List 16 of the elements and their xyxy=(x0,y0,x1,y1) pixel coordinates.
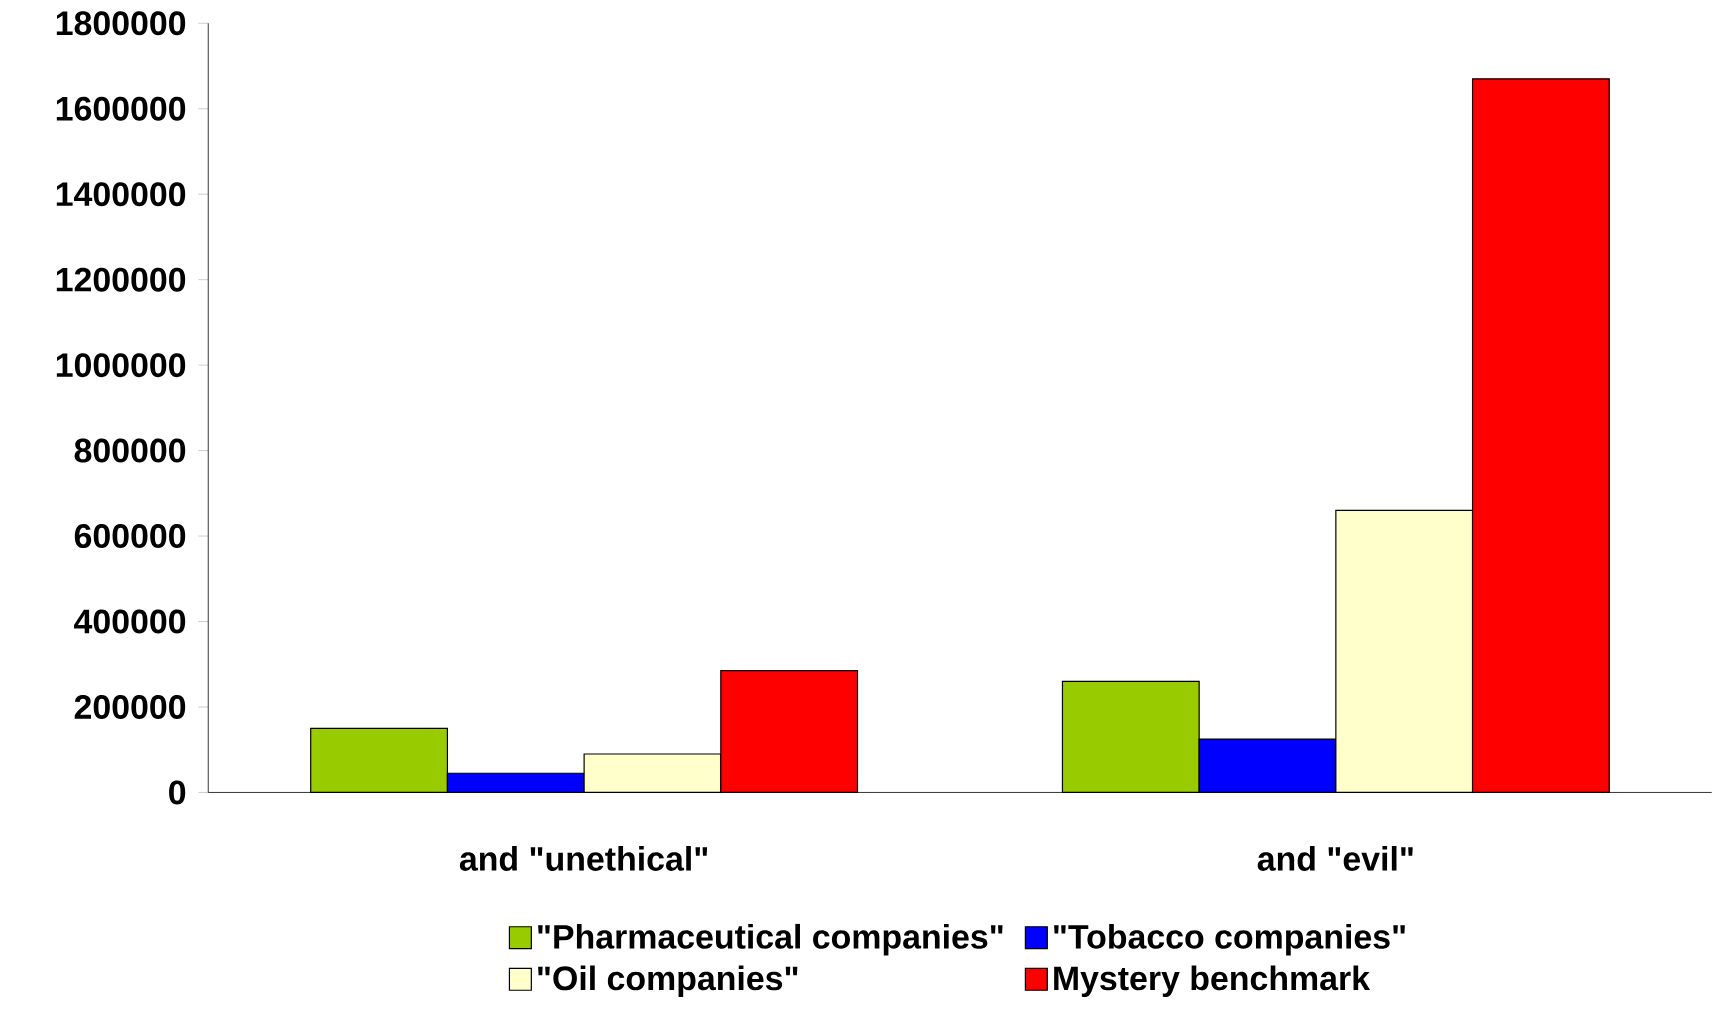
y-tick-label: 200000 xyxy=(74,695,186,720)
y-tick-label: 400000 xyxy=(74,609,186,634)
legend-label: Mystery benchmark xyxy=(1054,965,1371,998)
legend-label: "Oil companies" xyxy=(538,965,798,998)
y-tick-label: 800000 xyxy=(74,438,186,463)
y-tick-label: 1800000 xyxy=(56,11,186,36)
y-tick-label: 600000 xyxy=(74,524,186,549)
y-tick-label: 1400000 xyxy=(56,182,186,207)
y-tick-label: 1200000 xyxy=(56,267,186,292)
x-tick-label: and "unethical" xyxy=(459,846,708,872)
y-tick-label: 1600000 xyxy=(56,96,186,121)
legend-label: "Pharmaceutical companies" xyxy=(538,924,1003,956)
y-tick-label: 1000000 xyxy=(56,353,186,378)
x-tick-label: and "evil" xyxy=(1257,846,1413,872)
legend-label: "Tobacco companies" xyxy=(1054,924,1405,956)
y-tick-label: 0 xyxy=(169,780,186,805)
